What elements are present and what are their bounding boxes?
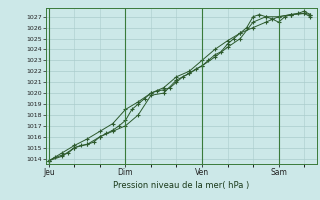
X-axis label: Pression niveau de la mer( hPa ): Pression niveau de la mer( hPa ) <box>114 181 250 190</box>
